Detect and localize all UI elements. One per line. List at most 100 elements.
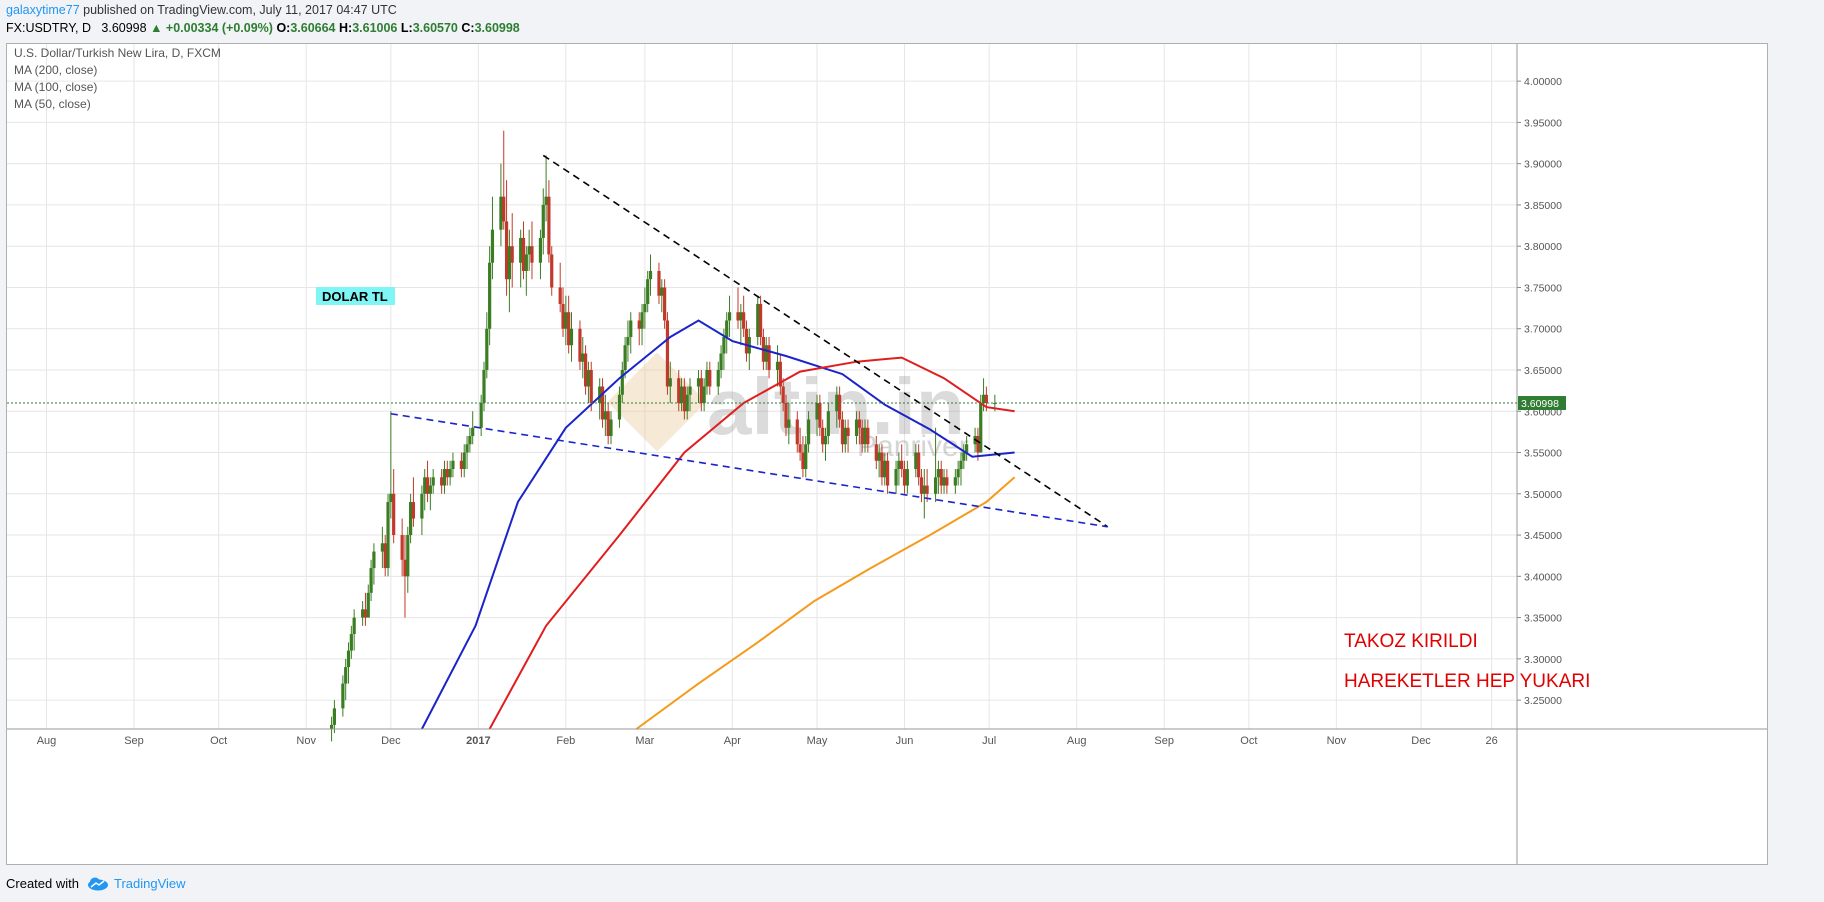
x-tick-label: Feb bbox=[556, 735, 575, 747]
candle-body bbox=[902, 469, 907, 486]
candle-body bbox=[699, 378, 703, 404]
y-tick-label: 3.30000 bbox=[1524, 654, 1562, 666]
candle-body bbox=[550, 254, 554, 288]
candle-body bbox=[471, 427, 475, 437]
y-tick-label: 3.90000 bbox=[1524, 159, 1562, 171]
candle-body bbox=[643, 303, 647, 313]
candle-body bbox=[344, 667, 348, 684]
candle-body bbox=[406, 535, 410, 577]
candle-body bbox=[510, 246, 514, 263]
candle-body bbox=[784, 403, 788, 428]
chart-panel[interactable]: altin.in Panriver Aug Sep Oct Nov Dec 2017 Feb… bbox=[6, 43, 1768, 865]
candle-body bbox=[993, 403, 997, 405]
ma200-line bbox=[635, 476, 1016, 730]
tradingview-brand[interactable]: TradingView bbox=[87, 876, 186, 891]
y-tick-label: 3.45000 bbox=[1524, 530, 1562, 542]
axes: Aug Sep Oct Nov Dec 2017 Feb Mar Apr May Jun Jul Aug… bbox=[7, 44, 1767, 864]
candle-body bbox=[936, 469, 941, 478]
candle-body bbox=[425, 477, 430, 494]
candle-body bbox=[349, 634, 353, 651]
candle-body bbox=[386, 502, 390, 569]
tradingview-label: TradingView bbox=[113, 876, 186, 891]
candle-body bbox=[688, 386, 692, 395]
candle-body bbox=[468, 436, 472, 445]
candle-body bbox=[499, 196, 503, 230]
candle-body bbox=[716, 369, 720, 387]
note-takoz: TAKOZ KIRILDI bbox=[1344, 631, 1478, 652]
ma100-line bbox=[488, 356, 1015, 730]
candle-body bbox=[657, 270, 661, 296]
price-chart[interactable]: altin.in Panriver Aug Sep Oct Nov Dec 2017 Feb… bbox=[7, 44, 1767, 864]
candle-body bbox=[403, 559, 407, 577]
candle-body bbox=[787, 419, 791, 428]
candle-body bbox=[677, 378, 681, 404]
candle-body bbox=[965, 444, 969, 453]
candle-body bbox=[485, 328, 489, 370]
candle-body bbox=[976, 436, 980, 453]
candle-body bbox=[564, 312, 568, 329]
candle-body bbox=[905, 469, 909, 486]
x-tick-label: Sep bbox=[1154, 735, 1174, 747]
candle-body bbox=[956, 469, 960, 478]
candle-body bbox=[372, 551, 376, 569]
candle-body bbox=[668, 378, 672, 387]
candle-body bbox=[663, 287, 667, 321]
author-link[interactable]: galaxytime77 bbox=[6, 3, 80, 17]
candle-body bbox=[366, 592, 370, 618]
candle-body bbox=[804, 444, 808, 470]
x-tick-label: 2017 bbox=[466, 735, 490, 747]
candle-body bbox=[682, 386, 686, 412]
candle-body bbox=[719, 353, 723, 370]
candle-body bbox=[933, 477, 938, 494]
candle-body bbox=[914, 452, 918, 470]
candle-body bbox=[369, 568, 373, 593]
candle-body bbox=[640, 312, 644, 329]
open-value: 3.60664 bbox=[290, 21, 336, 35]
candle-body bbox=[411, 502, 416, 519]
y-tick-label: 3.50000 bbox=[1524, 489, 1562, 501]
candle-body bbox=[527, 246, 531, 255]
candle-body bbox=[742, 312, 746, 329]
candle-body bbox=[488, 262, 492, 329]
candle-body bbox=[629, 320, 633, 337]
candle-body bbox=[465, 444, 469, 453]
candle-body bbox=[462, 452, 466, 470]
dolar-tl-box bbox=[316, 287, 395, 305]
y-tick-label: 3.35000 bbox=[1524, 613, 1562, 625]
y-tick-label: 3.80000 bbox=[1524, 241, 1562, 253]
candle-body bbox=[600, 386, 605, 420]
y-tick-label: 3.40000 bbox=[1524, 571, 1562, 583]
candle-body bbox=[521, 237, 526, 271]
candle-body bbox=[440, 477, 444, 486]
grid bbox=[7, 44, 1517, 729]
candle-body bbox=[826, 411, 830, 437]
candle-body bbox=[428, 485, 432, 494]
low-label: L: bbox=[400, 21, 413, 35]
candle-body bbox=[329, 724, 334, 729]
candle-body bbox=[883, 460, 887, 478]
note-hareketler: HAREKETLER HEP YUKARI bbox=[1344, 671, 1590, 692]
high-label: H: bbox=[339, 21, 353, 35]
candle-body bbox=[420, 493, 424, 519]
legend: U.S. Dollar/Turkish New Lira, D, FXCM MA… bbox=[14, 46, 221, 111]
candle-body bbox=[637, 320, 641, 329]
resistance-trendline bbox=[542, 154, 1109, 528]
candle-body bbox=[775, 361, 780, 370]
candle-body bbox=[778, 361, 782, 387]
candle-body bbox=[598, 386, 602, 404]
y-tick-label: 3.70000 bbox=[1524, 324, 1562, 336]
watermark-text: Panriver bbox=[857, 430, 969, 463]
candle-body bbox=[383, 543, 387, 569]
x-tick-label: Apr bbox=[724, 735, 741, 747]
candle-body bbox=[843, 427, 847, 445]
candle-body bbox=[781, 386, 785, 404]
candle-body bbox=[798, 444, 802, 453]
x-tick-label: Mar bbox=[635, 735, 654, 747]
candle-body bbox=[823, 436, 828, 445]
candle-body bbox=[866, 427, 870, 445]
candle-body bbox=[626, 336, 630, 346]
candle-body bbox=[586, 369, 591, 387]
y-tick-label: 3.25000 bbox=[1524, 695, 1562, 707]
x-tick-label: Dec bbox=[381, 735, 401, 747]
candle-body bbox=[547, 196, 551, 255]
